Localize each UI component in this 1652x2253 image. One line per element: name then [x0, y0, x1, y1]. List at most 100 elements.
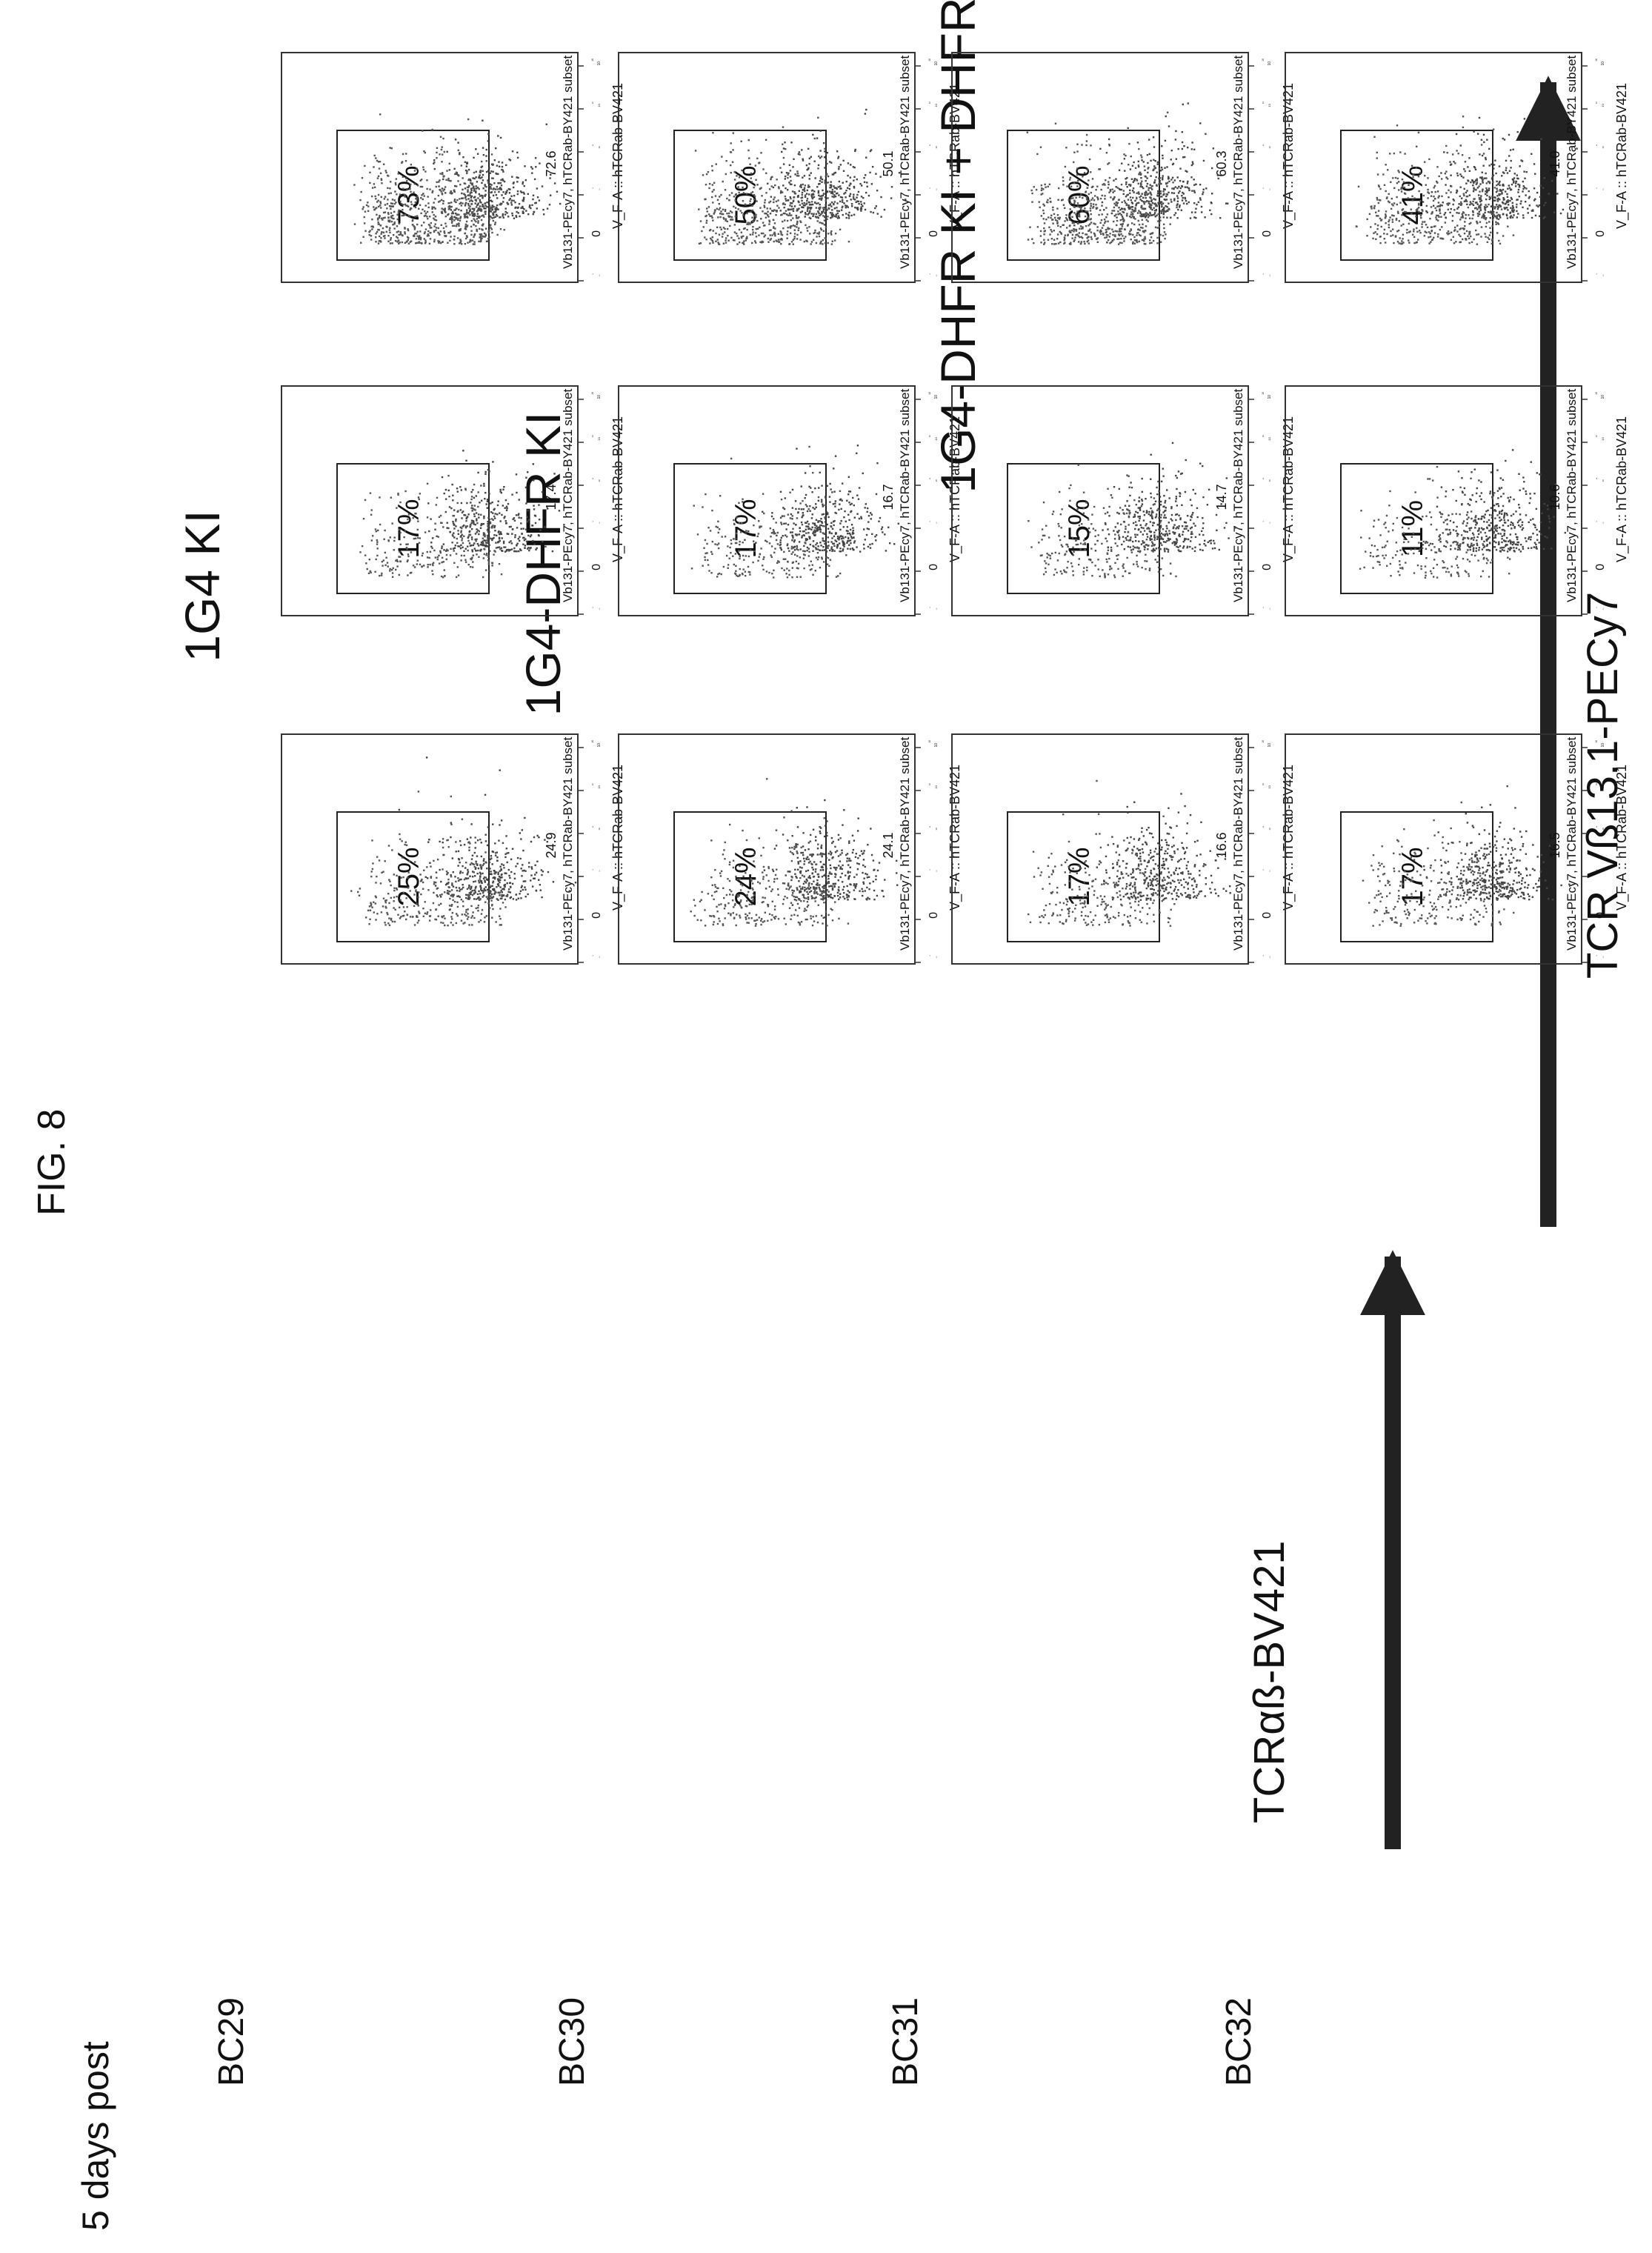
- scatter-point: [487, 554, 490, 557]
- scatter-point: [1068, 912, 1070, 915]
- scatter-point: [1377, 868, 1379, 871]
- scatter-point: [1146, 533, 1148, 536]
- scatter-point: [806, 546, 809, 549]
- scatter-point: [1522, 487, 1525, 490]
- scatter-point: [480, 524, 482, 527]
- scatter-point: [1082, 573, 1085, 576]
- scatter-point: [847, 899, 849, 901]
- scatter-point: [824, 525, 827, 528]
- gate-percent-label: 25%: [393, 847, 425, 906]
- scatter-point: [1466, 844, 1468, 847]
- scatter-point: [495, 547, 498, 549]
- scatter-point: [492, 880, 495, 882]
- scatter-point: [1505, 459, 1507, 462]
- scatter-point: [416, 902, 418, 905]
- scatter-point: [1041, 539, 1043, 541]
- gate-label: Vb131-PEcy7, hTCRab-BY421 subset: [561, 389, 575, 602]
- scatter-point: [371, 839, 373, 842]
- scatter-point: [476, 531, 478, 533]
- scatter-point: [711, 509, 713, 512]
- scatter-point: [750, 903, 753, 905]
- scatter-point: [380, 574, 383, 576]
- scatter-point: [1488, 874, 1491, 877]
- scatter-point: [473, 548, 476, 550]
- scatter-point: [501, 863, 503, 865]
- scatter-point: [1440, 486, 1443, 488]
- scatter-point: [853, 536, 855, 539]
- scatter-point: [1133, 845, 1136, 848]
- scatter-point: [1125, 893, 1127, 896]
- scatter-point: [457, 895, 460, 897]
- scatter-point: [802, 514, 804, 517]
- scatter-point: [455, 851, 457, 853]
- scatter-point: [811, 924, 814, 927]
- scatter-point: [847, 544, 850, 546]
- scatter-point: [455, 520, 457, 522]
- scatter-point: [1439, 541, 1442, 543]
- scatter-point: [1502, 895, 1504, 898]
- scatter-point: [831, 528, 834, 530]
- scatter-point: [796, 852, 799, 854]
- scatter-point: [825, 895, 827, 897]
- y-axis-label: V_F-A :: hTCRab-BV421: [947, 765, 963, 911]
- scatter-point: [827, 852, 830, 855]
- scatter-point: [496, 898, 499, 900]
- scatter-point: [487, 540, 490, 542]
- scatter-point: [793, 899, 796, 901]
- scatter-point: [473, 505, 476, 507]
- scatter-point: [511, 528, 514, 530]
- scatter-point: [1507, 848, 1509, 850]
- scatter-point: [749, 573, 751, 576]
- scatter-point: [1474, 853, 1476, 856]
- scatter-point: [1138, 548, 1140, 550]
- scatter-point: [434, 556, 437, 559]
- scatter-point: [1479, 872, 1482, 874]
- scatter-point: [888, 542, 891, 545]
- scatter-point: [1196, 884, 1198, 886]
- scatter-point: [1479, 495, 1481, 497]
- scatter-point: [1377, 893, 1380, 896]
- scatter-point: [1491, 876, 1493, 878]
- scatter-point: [1472, 916, 1475, 919]
- scatter-point: [829, 549, 831, 552]
- scatter-point: [1507, 540, 1510, 542]
- scatter-point: [820, 844, 823, 847]
- scatter-point: [1135, 510, 1137, 513]
- scatter-point: [773, 848, 776, 850]
- scatter-point: [793, 890, 795, 892]
- scatter-point: [1105, 869, 1108, 871]
- scatter-point: [551, 550, 554, 553]
- scatter-point: [564, 830, 567, 833]
- scatter-point: [1051, 891, 1054, 893]
- scatter-point: [1141, 499, 1144, 502]
- scatter-point: [480, 868, 483, 870]
- scatter-point: [432, 902, 435, 905]
- scatter-point: [539, 884, 542, 886]
- scatter-point: [867, 896, 869, 899]
- scatter-point: [884, 533, 886, 536]
- scatter-point: [762, 568, 765, 571]
- scatter-point: [1499, 533, 1502, 535]
- scatter-point: [563, 524, 565, 526]
- scatter-point: [784, 895, 786, 898]
- scatter-point: [745, 916, 747, 919]
- scatter-point: [490, 537, 492, 540]
- scatter-point: [1121, 873, 1124, 875]
- scatter-point: [716, 526, 719, 529]
- scatter-point: [455, 553, 458, 555]
- scatter-point: [842, 550, 844, 552]
- scatter-point: [850, 524, 853, 526]
- scatter-point: [805, 888, 807, 890]
- scatter-point: [1078, 563, 1080, 566]
- scatter-point: [834, 845, 836, 848]
- scatter-point: [473, 542, 476, 545]
- scatter-point: [1506, 550, 1509, 553]
- scatter-point: [1197, 893, 1200, 895]
- scatter-point: [493, 507, 496, 510]
- scatter-point: [473, 871, 475, 873]
- scatter-point: [1071, 536, 1074, 539]
- scatter-point: [1496, 840, 1498, 842]
- scatter-point: [810, 890, 813, 892]
- scatter-point: [488, 470, 490, 473]
- scatter-point: [1139, 894, 1142, 896]
